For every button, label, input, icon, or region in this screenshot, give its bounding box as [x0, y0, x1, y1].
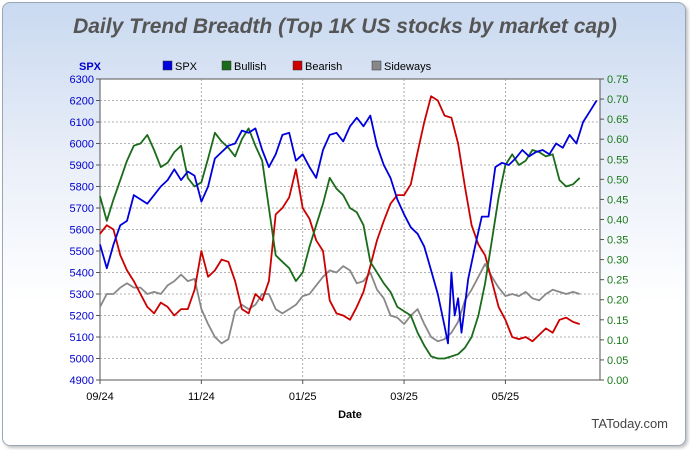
right-tick-label: 0.45 — [607, 194, 628, 206]
left-tick-label: 5600 — [70, 225, 94, 237]
legend-label-bullish: Bullish — [234, 61, 266, 73]
left-tick-label: 5800 — [70, 182, 94, 194]
x-tick-label: 11/24 — [188, 391, 215, 403]
right-tick-label: 0.40 — [607, 214, 628, 226]
left-tick-label: 5100 — [70, 332, 94, 344]
left-tick-label: 5700 — [70, 203, 94, 215]
left-tick-label: 6200 — [70, 96, 94, 108]
left-tick-label: 5900 — [70, 160, 94, 172]
legend-swatch-bullish — [221, 60, 232, 71]
left-tick-label: 5000 — [70, 354, 94, 366]
right-tick-label: 0.15 — [607, 315, 628, 327]
x-tick-label: 01/25 — [289, 391, 317, 403]
right-tick-label: 0.70 — [607, 94, 628, 106]
right-tick-label: 0.60 — [607, 134, 628, 146]
right-tick-label: 0.35 — [607, 235, 628, 247]
series-line-spx — [99, 100, 598, 345]
right-tick-label: 0.30 — [607, 255, 628, 267]
chart-title: Daily Trend Breadth (Top 1K US stocks by… — [73, 15, 617, 38]
series-line-bullish — [99, 127, 581, 360]
left-tick-label: 5300 — [70, 289, 94, 301]
series-line-sideways — [99, 263, 580, 345]
legend-label-sideways: Sideways — [384, 61, 432, 73]
right-tick-label: 0.75 — [607, 74, 628, 86]
right-tick-label: 0.05 — [607, 355, 628, 367]
left-tick-label: 5500 — [70, 246, 94, 258]
right-tick-label: 0.25 — [607, 275, 628, 287]
right-tick-label: 0.10 — [607, 335, 628, 347]
x-tick-label: 03/25 — [390, 391, 418, 403]
x-tick-label: 05/25 — [492, 391, 520, 403]
grid-lines — [100, 79, 600, 380]
series-group — [99, 95, 598, 360]
x-tick-label: 09/24 — [86, 391, 114, 403]
right-tick-label: 0.55 — [607, 154, 628, 166]
right-tick-label: 0.65 — [607, 114, 628, 126]
credit-text: TAToday.com — [591, 416, 668, 431]
left-tick-label: 5400 — [70, 268, 94, 280]
legend-swatch-bearish — [292, 60, 303, 71]
legend-label-spx: SPX — [175, 61, 198, 73]
series-line-bearish — [99, 95, 580, 343]
legend-swatch-spx — [162, 60, 173, 71]
left-axis-ticks: 6300 6200 6100 6000 5900 5800 5700 5600 5500 5400… — [70, 74, 100, 387]
right-axis-ticks: 0.75 0.70 0.65 0.60 0.55 0.50 0.45 0.40 0.35 0.30… — [600, 74, 628, 387]
left-tick-label: 6000 — [70, 139, 94, 151]
left-tick-label: 5200 — [70, 311, 94, 323]
left-tick-label: 6300 — [70, 74, 94, 86]
left-axis-title: SPX — [79, 61, 102, 73]
left-tick-label: 6100 — [70, 117, 94, 129]
legend-swatch-sideways — [371, 60, 382, 71]
legend-label-bearish: Bearish — [305, 61, 342, 73]
x-axis-title: Date — [338, 409, 362, 421]
right-tick-label: 0.00 — [607, 375, 628, 387]
left-tick-label: 4900 — [70, 375, 94, 387]
chart-legend: SPX Bullish Bearish Sideways — [162, 60, 432, 73]
right-tick-label: 0.50 — [607, 174, 628, 186]
right-tick-label: 0.20 — [607, 295, 628, 307]
x-axis-ticks: 09/24 11/24 01/25 03/25 05/25 — [86, 380, 519, 403]
